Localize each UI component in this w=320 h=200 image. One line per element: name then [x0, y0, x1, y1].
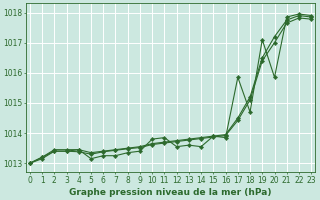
X-axis label: Graphe pression niveau de la mer (hPa): Graphe pression niveau de la mer (hPa) [69, 188, 272, 197]
